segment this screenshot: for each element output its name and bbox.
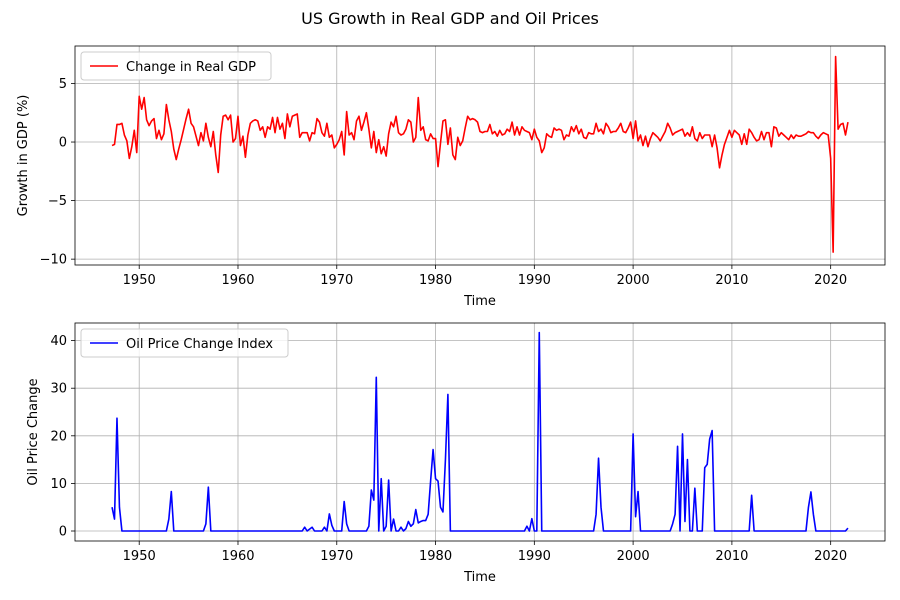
y-tick-label: 40 <box>50 334 67 349</box>
axes-frame <box>74 45 886 266</box>
x-axis-label: Time <box>463 570 496 585</box>
subplot-2: 1950 1960 1970 1980 1990 2000 2010 2020 0 10 20 30 4… <box>26 322 886 585</box>
x-tick-label: 1990 <box>518 273 551 288</box>
x-tick-label: 2000 <box>617 273 650 288</box>
x-tick-label: 2000 <box>617 549 650 564</box>
x-tick-label: 1990 <box>518 549 551 564</box>
x-tick-label: 1970 <box>320 549 353 564</box>
figure-title: US Growth in Real GDP and Oil Prices <box>301 9 599 28</box>
y-tick-label: 30 <box>50 382 67 397</box>
x-tick-label: 2010 <box>715 273 748 288</box>
legend-box <box>80 51 272 81</box>
y-tick-label: 10 <box>50 477 67 492</box>
axes-frame <box>74 322 886 542</box>
y-tick-label: 0 <box>59 525 67 540</box>
x-tick-label: 2010 <box>715 549 748 564</box>
series-line-1 <box>111 55 849 253</box>
series-line-1 <box>111 331 849 532</box>
y-axis-label: Oil Price Change <box>26 378 41 485</box>
legend: Change in Real GDP <box>80 51 272 81</box>
x-tick-label: 1980 <box>419 273 452 288</box>
x-tick-label: 1980 <box>419 549 452 564</box>
y-tick-label: −5 <box>48 194 67 209</box>
subplot-1: 1950 1960 1970 1980 1990 2000 2010 2020 −10 −5 0 5 T… <box>16 45 886 309</box>
legend-label: Oil Price Change Index <box>126 337 273 352</box>
x-tick-label: 1950 <box>123 549 156 564</box>
x-tick-label: 1960 <box>221 273 254 288</box>
y-tick-label: −10 <box>40 253 67 268</box>
y-axis-label: Growth in GDP (%) <box>16 95 31 217</box>
x-tick-label: 2020 <box>814 273 847 288</box>
x-tick-label: 1950 <box>123 273 156 288</box>
x-tick-label: 1970 <box>320 273 353 288</box>
legend: Oil Price Change Index <box>80 328 289 358</box>
legend-box <box>80 328 289 358</box>
x-axis-label: Time <box>463 294 496 309</box>
x-tick-label: 1960 <box>221 549 254 564</box>
y-tick-label: 5 <box>59 77 67 92</box>
y-tick-label: 0 <box>59 136 67 151</box>
y-tick-label: 20 <box>50 429 67 444</box>
x-tick-label: 2020 <box>814 549 847 564</box>
legend-label: Change in Real GDP <box>126 60 256 75</box>
